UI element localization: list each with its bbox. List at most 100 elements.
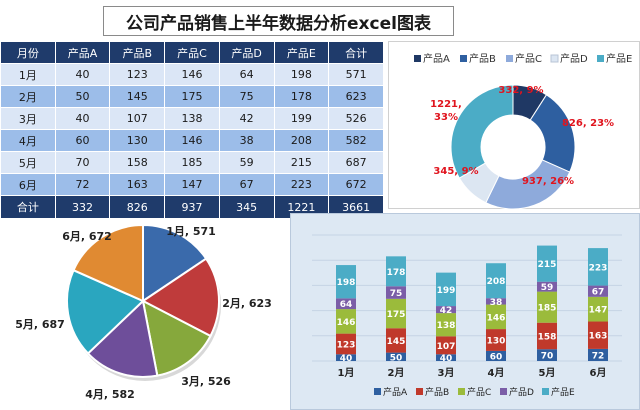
legend-swatch bbox=[500, 388, 507, 395]
table-cell: 4月 bbox=[0, 129, 56, 152]
bar-segment bbox=[537, 291, 557, 323]
donut-data-label: 1221, bbox=[430, 99, 462, 110]
bar-data-label: 198 bbox=[337, 278, 356, 288]
table-total-cell: 937 bbox=[164, 195, 220, 219]
bar-segment bbox=[537, 245, 557, 282]
table-cell: 40 bbox=[54, 107, 111, 130]
table-header-cell: 产品B bbox=[109, 41, 166, 64]
donut-data-label: 33% bbox=[434, 112, 458, 123]
table-cell: 123 bbox=[109, 63, 166, 86]
legend-label: 产品C bbox=[515, 52, 542, 65]
bar-segment bbox=[436, 336, 456, 355]
table-total-cell: 345 bbox=[218, 195, 275, 219]
bar-data-label: 147 bbox=[589, 306, 608, 316]
pie-data-label: 5月, 687 bbox=[15, 318, 65, 331]
table-row: 3月 40 107 138 42 199 526 bbox=[0, 107, 384, 130]
pie-slice bbox=[72, 223, 144, 303]
table-body: 1月 40 123 146 64 198 571 2月 50 145 175 75 178 623 3月 40… bbox=[0, 63, 384, 196]
table-row: 6月 72 163 147 67 223 672 bbox=[0, 173, 384, 196]
bar-data-label: 50 bbox=[390, 353, 403, 363]
table-cell: 146 bbox=[164, 129, 220, 152]
bar-segment bbox=[486, 329, 506, 351]
legend-swatch bbox=[597, 55, 604, 62]
bar-segment bbox=[386, 328, 406, 353]
bar-data-label: 146 bbox=[337, 318, 356, 328]
bar-data-label: 42 bbox=[440, 306, 453, 316]
bar-data-label: 60 bbox=[490, 352, 503, 362]
bar-segment bbox=[436, 272, 456, 307]
bar-segment bbox=[537, 322, 557, 350]
table-cell: 70 bbox=[54, 151, 111, 174]
table-total-row: 合计 332 826 937 345 1221 3661 bbox=[0, 195, 384, 219]
donut-slice bbox=[450, 84, 514, 179]
table-cell: 623 bbox=[328, 85, 384, 108]
table-header-cell: 产品D bbox=[218, 41, 275, 64]
table-cell: 178 bbox=[273, 85, 330, 108]
x-tick-label: 2月 bbox=[388, 367, 405, 379]
legend-swatch bbox=[414, 55, 421, 62]
table-total-cell: 3661 bbox=[328, 195, 384, 219]
table-cell: 38 bbox=[218, 129, 275, 152]
bar-segment bbox=[336, 333, 356, 355]
pie-slice bbox=[66, 268, 145, 355]
bar-data-label: 123 bbox=[337, 340, 356, 350]
bar-segment bbox=[588, 285, 608, 297]
bar-segment bbox=[486, 263, 506, 299]
table-cell: 130 bbox=[109, 129, 166, 152]
donut-chart: 产品A 产品B 产品C 产品D 产品E 332, 9% 826, 23% 937, 26% 34… bbox=[388, 41, 640, 209]
bar-data-label: 146 bbox=[487, 313, 506, 323]
table-cell: 75 bbox=[218, 85, 275, 108]
bar-data-label: 40 bbox=[440, 354, 453, 364]
bar-data-label: 38 bbox=[490, 298, 503, 308]
table-cell: 185 bbox=[164, 151, 220, 174]
table-cell: 50 bbox=[54, 85, 111, 108]
table-cell: 2月 bbox=[0, 85, 56, 108]
bar-data-label: 158 bbox=[538, 332, 557, 342]
bar-data-label: 178 bbox=[387, 268, 406, 278]
table-cell: 582 bbox=[328, 129, 384, 152]
x-tick-label: 4月 bbox=[488, 367, 505, 379]
bar-segment bbox=[336, 354, 356, 361]
legend-swatch bbox=[416, 388, 423, 395]
bar-data-label: 185 bbox=[538, 304, 557, 314]
legend-swatch bbox=[460, 55, 467, 62]
donut-data-label: 826, 23% bbox=[562, 118, 614, 129]
bar-segment bbox=[386, 286, 406, 299]
bar-segment bbox=[486, 350, 506, 361]
table-cell: 175 bbox=[164, 85, 220, 108]
pie-data-label: 2月, 623 bbox=[222, 297, 272, 310]
bar-data-label: 223 bbox=[589, 263, 608, 273]
page-title: 公司产品销售上半年数据分析excel图表 bbox=[103, 6, 454, 36]
bar-data-label: 208 bbox=[487, 277, 506, 287]
bar-segment bbox=[486, 298, 506, 305]
pie-slice bbox=[141, 299, 212, 377]
pie-slice bbox=[141, 257, 220, 338]
table-total-cell: 合计 bbox=[0, 195, 56, 219]
x-tick-label: 6月 bbox=[590, 367, 607, 379]
legend-swatch bbox=[542, 388, 549, 395]
table-cell: 138 bbox=[164, 107, 220, 130]
bar-data-label: 138 bbox=[437, 321, 456, 331]
table-cell: 672 bbox=[328, 173, 384, 196]
donut-data-label: 937, 26% bbox=[522, 176, 574, 187]
bar-segment bbox=[436, 313, 456, 337]
table-cell: 145 bbox=[109, 85, 166, 108]
pie-data-label: 1月, 571 bbox=[166, 225, 216, 238]
table-cell: 42 bbox=[218, 107, 275, 130]
x-tick-label: 5月 bbox=[539, 367, 556, 379]
table-cell: 60 bbox=[54, 129, 111, 152]
pie-slice bbox=[142, 223, 208, 303]
legend-label: 产品D bbox=[560, 52, 588, 65]
table-header-cell: 产品C bbox=[164, 41, 220, 64]
legend-label: 产品E bbox=[551, 386, 575, 398]
bar-data-label: 130 bbox=[487, 337, 506, 347]
table-header-cell: 合计 bbox=[328, 41, 384, 64]
table-cell: 198 bbox=[273, 63, 330, 86]
bar-segment bbox=[588, 248, 608, 286]
table-cell: 199 bbox=[273, 107, 330, 130]
bar-data-label: 67 bbox=[592, 288, 605, 298]
table-header-cell: 月份 bbox=[0, 41, 56, 64]
table-cell: 208 bbox=[273, 129, 330, 152]
table-row: 4月 60 130 146 38 208 582 bbox=[0, 129, 384, 152]
table-total-cell: 332 bbox=[54, 195, 111, 219]
